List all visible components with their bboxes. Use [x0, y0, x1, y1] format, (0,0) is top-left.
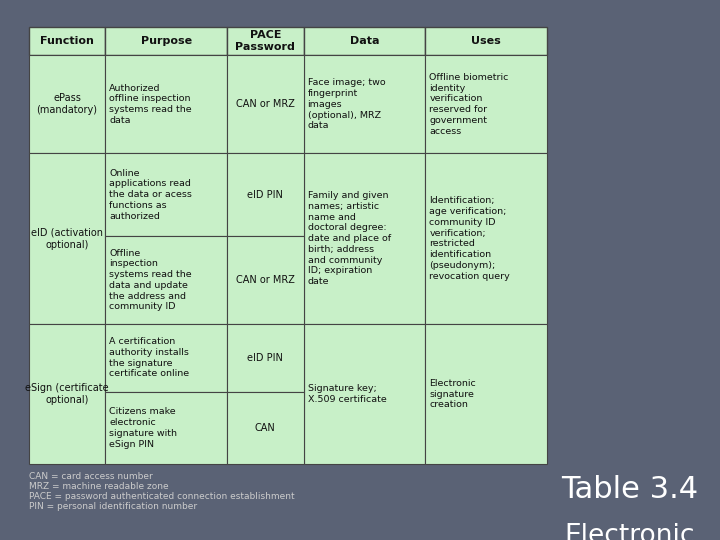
Bar — [227, 27, 304, 56]
Text: CAN = card access number: CAN = card access number — [29, 472, 153, 481]
Bar — [426, 27, 547, 56]
Bar — [227, 236, 304, 324]
Bar — [304, 324, 426, 464]
Text: eID PIN: eID PIN — [248, 190, 283, 200]
Bar — [105, 392, 227, 464]
Bar — [426, 56, 547, 153]
Text: PACE = password authenticated connection establishment: PACE = password authenticated connection… — [29, 492, 294, 502]
Bar — [426, 153, 547, 324]
Bar — [227, 324, 304, 392]
Bar — [29, 27, 105, 56]
Text: eID (activation
optional): eID (activation optional) — [31, 227, 103, 249]
Bar — [29, 153, 105, 324]
Text: A certification
authority installs
the signature
certificate online: A certification authority installs the s… — [109, 337, 189, 379]
Text: Data: Data — [350, 36, 379, 46]
Text: Signature key;
X.509 certificate: Signature key; X.509 certificate — [307, 384, 387, 404]
Text: PIN = personal identification number: PIN = personal identification number — [29, 502, 197, 511]
Bar — [227, 153, 304, 236]
Text: Face image; two
fingerprint
images
(optional), MRZ
data: Face image; two fingerprint images (opti… — [307, 78, 385, 130]
Bar — [426, 324, 547, 464]
Text: Family and given
names; artistic
name and
doctoral degree:
date and place of
bir: Family and given names; artistic name an… — [307, 191, 391, 286]
Text: Uses: Uses — [472, 36, 501, 46]
Text: eSign (certificate
optional): eSign (certificate optional) — [25, 383, 109, 405]
Text: Offline
inspection
systems read the
data and update
the address and
community ID: Offline inspection systems read the data… — [109, 248, 192, 312]
Text: Function: Function — [40, 36, 94, 46]
Text: CAN: CAN — [255, 423, 276, 433]
Text: Authorized
offline inspection
systems read the
data: Authorized offline inspection systems re… — [109, 84, 192, 125]
Text: Purpose: Purpose — [140, 36, 192, 46]
Text: Citizens make
electronic
signature with
eSign PIN: Citizens make electronic signature with … — [109, 407, 177, 449]
Text: eID PIN: eID PIN — [248, 353, 283, 363]
Text: PACE
Password: PACE Password — [235, 30, 295, 52]
Bar — [105, 324, 227, 392]
Text: Electronic: Electronic — [564, 523, 696, 540]
Text: ePass
(mandatory): ePass (mandatory) — [37, 93, 97, 116]
Bar — [227, 392, 304, 464]
Bar — [105, 153, 227, 236]
Bar — [105, 236, 227, 324]
Text: Table 3.4: Table 3.4 — [562, 475, 698, 504]
Text: Electronic
signature
creation: Electronic signature creation — [429, 379, 476, 409]
Bar — [304, 56, 426, 153]
Text: CAN or MRZ: CAN or MRZ — [236, 275, 294, 285]
Text: Online
applications read
the data or acess
functions as
authorized: Online applications read the data or ace… — [109, 168, 192, 221]
Bar — [105, 56, 227, 153]
Bar — [304, 27, 426, 56]
Text: CAN or MRZ: CAN or MRZ — [236, 99, 294, 110]
Bar — [227, 56, 304, 153]
Text: MRZ = machine readable zone: MRZ = machine readable zone — [29, 482, 168, 491]
Bar — [29, 324, 105, 464]
Text: Offline biometric
identity
verification
reserved for
government
access: Offline biometric identity verification … — [429, 73, 509, 136]
Bar — [105, 27, 227, 56]
Text: Identification;
age verification;
community ID
verification;
restricted
identifi: Identification; age verification; commun… — [429, 197, 510, 281]
Bar — [304, 153, 426, 324]
Bar — [29, 56, 105, 153]
